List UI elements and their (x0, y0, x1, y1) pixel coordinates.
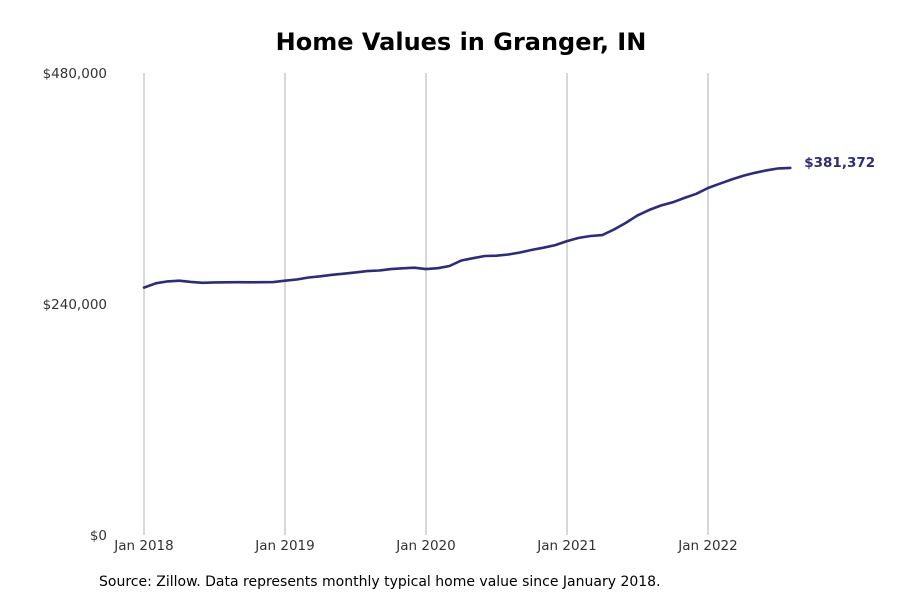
x-tick-label: Jan 2021 (536, 538, 596, 554)
x-tick-label: Jan 2020 (395, 538, 455, 554)
source-note: Source: Zillow. Data represents monthly … (99, 574, 661, 590)
x-tick-label: Jan 2019 (254, 538, 314, 554)
chart-title: Home Values in Granger, IN (275, 28, 647, 56)
x-tick-label: Jan 2022 (677, 538, 737, 554)
grid-lines (143, 73, 709, 535)
end-value-label: $381,372 (804, 155, 875, 171)
x-axis-ticks: Jan 2018 Jan 2019 Jan 2020 Jan 2021 Jan 2022 (113, 538, 737, 554)
y-tick-label: $0 (90, 528, 107, 544)
y-tick-label: $480,000 (43, 66, 107, 82)
series-line (142, 166, 792, 289)
y-tick-label: $240,000 (43, 297, 107, 313)
x-tick-label: Jan 2018 (113, 538, 173, 554)
y-axis-ticks: $0 $240,000 $480,000 (43, 66, 107, 544)
